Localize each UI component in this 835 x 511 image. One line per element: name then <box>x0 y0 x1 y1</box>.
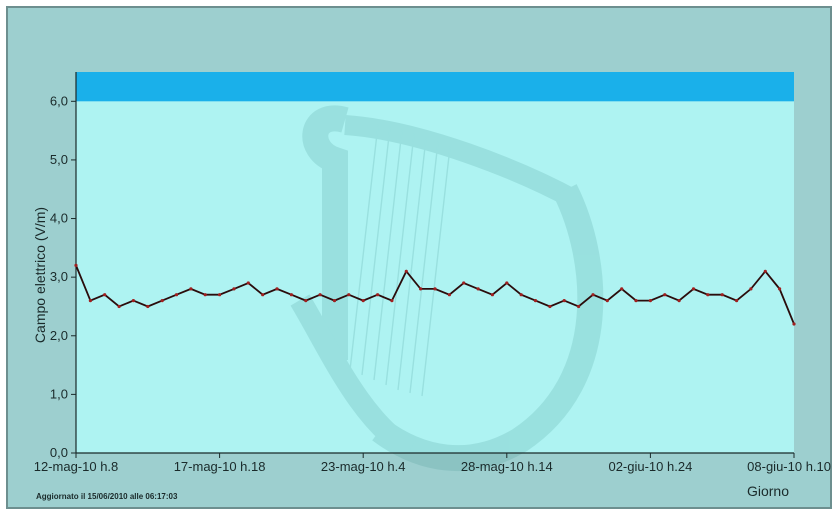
y-axis-title: Campo elettrico (V/m) <box>32 207 48 343</box>
data-point <box>174 293 179 297</box>
data-point <box>591 293 595 297</box>
data-point <box>419 287 423 291</box>
data-point <box>720 293 724 297</box>
data-point <box>634 299 638 303</box>
data-point <box>289 293 293 297</box>
data-point <box>433 287 437 291</box>
data-point <box>533 299 538 303</box>
data-point <box>218 293 222 297</box>
y-tick-marks <box>71 100 76 454</box>
x-tick-marks <box>75 453 795 458</box>
x-tick-labels: 12-mag-10 h.8 17-mag-10 h.18 23-mag-10 h.4… <box>34 459 831 474</box>
y-tick-label: 3,0 <box>50 269 68 284</box>
data-point <box>246 281 250 285</box>
data-point <box>88 299 92 303</box>
y-tick-label: 0,0 <box>50 445 68 460</box>
data-point <box>275 287 279 291</box>
x-axis-title: Giorno <box>747 483 789 499</box>
y-tick-label: 6,0 <box>50 93 68 108</box>
data-point <box>620 287 624 291</box>
data-point <box>505 281 509 285</box>
data-point <box>160 299 164 303</box>
data-point <box>548 304 552 309</box>
data-point <box>318 293 322 297</box>
data-point <box>232 287 236 291</box>
data-point <box>490 293 494 297</box>
data-point <box>763 269 767 273</box>
series-points <box>74 263 796 326</box>
x-tick-label: 02-giu-10 h.24 <box>608 459 692 474</box>
updated-timestamp: Aggiornato il 15/06/2010 alle 06:17:03 <box>36 492 178 501</box>
data-point <box>663 293 667 297</box>
data-point <box>361 299 365 303</box>
plot-area <box>76 72 794 453</box>
y-tick-label: 5,0 <box>50 152 68 167</box>
y-tick-label: 1,0 <box>50 386 68 401</box>
data-point <box>677 299 681 303</box>
data-point <box>203 293 207 297</box>
harp-watermark-icon <box>290 105 604 472</box>
data-point <box>735 299 739 303</box>
x-tick-label: 28-mag-10 h.14 <box>461 459 553 474</box>
data-point <box>562 299 566 303</box>
y-tick-label: 2,0 <box>50 328 68 343</box>
y-tick-label: 4,0 <box>50 211 68 226</box>
y-tick-labels: 0,0 1,0 2,0 3,0 4,0 5,0 6,0 <box>50 93 68 460</box>
data-point <box>376 293 380 297</box>
data-point <box>792 322 796 326</box>
data-point <box>519 293 523 297</box>
x-tick-label: 23-mag-10 h.4 <box>321 459 406 474</box>
data-point <box>117 304 121 309</box>
data-point <box>691 287 696 291</box>
data-point <box>476 287 480 291</box>
data-point <box>131 299 135 303</box>
data-point <box>462 281 466 285</box>
data-point <box>577 304 581 309</box>
data-point <box>749 287 753 291</box>
data-point <box>706 293 710 297</box>
data-point <box>447 293 451 297</box>
x-tick-label: 17-mag-10 h.18 <box>174 459 266 474</box>
data-point <box>404 269 408 273</box>
data-point <box>146 304 150 309</box>
data-point <box>74 263 78 267</box>
threshold-band <box>76 72 794 102</box>
data-point <box>390 299 394 303</box>
x-tick-label: 08-giu-10 h.10 <box>747 459 831 474</box>
data-point <box>103 293 107 297</box>
data-point <box>778 287 782 291</box>
data-point <box>304 299 308 303</box>
data-point <box>347 293 351 297</box>
data-point <box>189 287 193 291</box>
data-point <box>648 299 653 303</box>
data-point <box>332 299 337 303</box>
data-point <box>605 299 609 303</box>
x-tick-label: 12-mag-10 h.8 <box>34 459 119 474</box>
data-point <box>261 293 265 297</box>
